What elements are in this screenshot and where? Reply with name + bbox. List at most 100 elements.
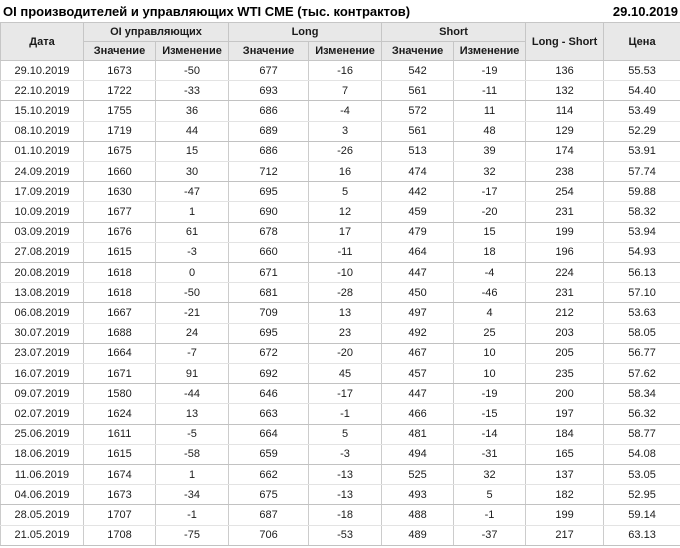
header-long-change: Изменение bbox=[308, 41, 383, 61]
date-cell: 06.08.2019 bbox=[0, 302, 84, 324]
oi-change-cell: -1 bbox=[154, 504, 230, 526]
oi-value-cell: 1660 bbox=[83, 161, 156, 183]
table-row: 20.08.2019 1618 0 671 -10 447 -4 224 56.13 bbox=[0, 262, 680, 284]
price-cell: 59.88 bbox=[603, 181, 680, 203]
short-change-cell: 4 bbox=[453, 302, 527, 324]
price-cell: 52.95 bbox=[603, 484, 680, 506]
short-value-cell: 561 bbox=[381, 80, 455, 102]
short-change-cell: 32 bbox=[453, 161, 527, 183]
short-value-cell: 494 bbox=[381, 444, 455, 466]
oi-change-cell: -50 bbox=[154, 282, 230, 304]
oi-value-cell: 1675 bbox=[83, 141, 156, 163]
table-row: 11.06.2019 1674 1 662 -13 525 32 137 53.05 bbox=[0, 464, 680, 486]
oi-value-cell: 1664 bbox=[83, 343, 156, 365]
table-row: 23.07.2019 1664 -7 672 -20 467 10 205 56.77 bbox=[0, 343, 680, 365]
header-long-group: Long bbox=[228, 22, 383, 42]
date-cell: 22.10.2019 bbox=[0, 80, 84, 102]
short-change-cell: 10 bbox=[453, 363, 527, 385]
date-cell: 30.07.2019 bbox=[0, 323, 84, 344]
table-row: 04.06.2019 1673 -34 675 -13 493 5 182 52.95 bbox=[0, 484, 680, 506]
report-date: 29.10.2019 bbox=[612, 3, 678, 19]
net-cell: 196 bbox=[525, 242, 605, 264]
price-cell: 58.34 bbox=[603, 383, 680, 405]
header-short-change: Изменение bbox=[453, 41, 527, 61]
short-change-cell: 32 bbox=[453, 464, 527, 486]
date-cell: 10.09.2019 bbox=[0, 201, 84, 223]
net-cell: 205 bbox=[525, 343, 605, 365]
short-change-cell: -20 bbox=[453, 201, 527, 223]
oi-value-cell: 1624 bbox=[83, 403, 156, 425]
short-value-cell: 542 bbox=[381, 60, 455, 82]
oi-value-cell: 1615 bbox=[83, 242, 156, 264]
long-change-cell: -28 bbox=[308, 282, 383, 304]
long-value-cell: 675 bbox=[228, 484, 310, 506]
oi-change-cell: 36 bbox=[154, 100, 230, 122]
date-cell: 01.10.2019 bbox=[0, 141, 84, 163]
long-value-cell: 695 bbox=[228, 323, 310, 344]
date-cell: 08.10.2019 bbox=[0, 121, 84, 142]
oi-change-cell: 61 bbox=[154, 222, 230, 243]
short-value-cell: 525 bbox=[381, 464, 455, 486]
date-cell: 23.07.2019 bbox=[0, 343, 84, 365]
long-change-cell: -11 bbox=[308, 242, 383, 264]
table-header: Дата OI управляющих Long Short Long - Sh… bbox=[0, 22, 680, 61]
table-row: 25.06.2019 1611 -5 664 5 481 -14 184 58.77 bbox=[0, 424, 680, 445]
long-value-cell: 692 bbox=[228, 363, 310, 385]
long-value-cell: 663 bbox=[228, 403, 310, 425]
oi-value-cell: 1688 bbox=[83, 323, 156, 344]
net-cell: 231 bbox=[525, 282, 605, 304]
price-cell: 57.62 bbox=[603, 363, 680, 385]
header-short-group: Short bbox=[381, 22, 527, 42]
long-change-cell: -26 bbox=[308, 141, 383, 163]
net-cell: 199 bbox=[525, 222, 605, 243]
long-value-cell: 664 bbox=[228, 424, 310, 445]
price-cell: 54.93 bbox=[603, 242, 680, 264]
header-date: Дата bbox=[0, 22, 84, 61]
oi-value-cell: 1755 bbox=[83, 100, 156, 122]
short-value-cell: 447 bbox=[381, 262, 455, 284]
short-change-cell: 5 bbox=[453, 484, 527, 506]
header-long-value: Значение bbox=[228, 41, 310, 61]
short-value-cell: 489 bbox=[381, 525, 455, 547]
oi-value-cell: 1615 bbox=[83, 444, 156, 466]
date-cell: 18.06.2019 bbox=[0, 444, 84, 466]
oi-value-cell: 1677 bbox=[83, 201, 156, 223]
date-cell: 20.08.2019 bbox=[0, 262, 84, 284]
long-change-cell: -17 bbox=[308, 383, 383, 405]
long-change-cell: 7 bbox=[308, 80, 383, 102]
oi-value-cell: 1719 bbox=[83, 121, 156, 142]
oi-value-cell: 1673 bbox=[83, 484, 156, 506]
net-cell: 199 bbox=[525, 504, 605, 526]
price-cell: 52.29 bbox=[603, 121, 680, 142]
long-change-cell: 3 bbox=[308, 121, 383, 142]
long-value-cell: 662 bbox=[228, 464, 310, 486]
date-cell: 17.09.2019 bbox=[0, 181, 84, 203]
date-cell: 11.06.2019 bbox=[0, 464, 84, 486]
short-value-cell: 492 bbox=[381, 323, 455, 344]
short-value-cell: 479 bbox=[381, 222, 455, 243]
oi-change-cell: 1 bbox=[154, 201, 230, 223]
net-cell: 231 bbox=[525, 201, 605, 223]
net-cell: 212 bbox=[525, 302, 605, 324]
short-value-cell: 488 bbox=[381, 504, 455, 526]
long-value-cell: 712 bbox=[228, 161, 310, 183]
date-cell: 13.08.2019 bbox=[0, 282, 84, 304]
oi-change-cell: -7 bbox=[154, 343, 230, 365]
long-value-cell: 695 bbox=[228, 181, 310, 203]
table-row: 13.08.2019 1618 -50 681 -28 450 -46 231 57.10 bbox=[0, 282, 680, 304]
oi-value-cell: 1707 bbox=[83, 504, 156, 526]
date-cell: 09.07.2019 bbox=[0, 383, 84, 405]
long-value-cell: 660 bbox=[228, 242, 310, 264]
net-cell: 203 bbox=[525, 323, 605, 344]
page-title: OI производителей и управляющих WTI CME … bbox=[3, 3, 411, 19]
oi-value-cell: 1676 bbox=[83, 222, 156, 243]
price-cell: 58.32 bbox=[603, 201, 680, 223]
oi-value-cell: 1580 bbox=[83, 383, 156, 405]
table-row: 15.10.2019 1755 36 686 -4 572 11 114 53.49 bbox=[0, 100, 680, 122]
long-change-cell: -18 bbox=[308, 504, 383, 526]
long-change-cell: 45 bbox=[308, 363, 383, 385]
date-cell: 02.07.2019 bbox=[0, 403, 84, 425]
net-cell: 137 bbox=[525, 464, 605, 486]
oi-change-cell: 15 bbox=[154, 141, 230, 163]
header-price: Цена bbox=[603, 22, 680, 61]
